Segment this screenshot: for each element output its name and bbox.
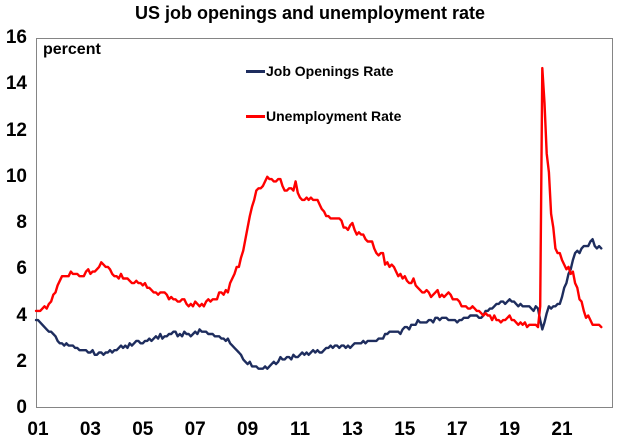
unemployment-line-swatch xyxy=(246,114,265,118)
y-tick-label: 10 xyxy=(5,165,27,187)
x-tick-label: 01 xyxy=(27,419,49,440)
legend-label-unemployment: Unemployment Rate xyxy=(266,108,402,124)
x-tick-label: 17 xyxy=(446,419,468,440)
x-tick-label: 05 xyxy=(132,419,154,440)
x-tick-label: 13 xyxy=(341,419,363,440)
y-tick-label: 8 xyxy=(16,212,27,233)
x-tick-label: 07 xyxy=(184,419,206,440)
x-tick-label: 19 xyxy=(499,419,521,440)
x-tick-label: 21 xyxy=(551,419,573,440)
y-tick-label: 14 xyxy=(5,73,27,95)
x-tick-label: 15 xyxy=(394,419,416,440)
chart-title: US job openings and unemployment rate xyxy=(134,3,486,23)
y-tick-label: 16 xyxy=(5,27,27,48)
y-tick-label: 6 xyxy=(16,258,27,280)
x-tick-label: 09 xyxy=(237,419,259,440)
y-tick-label: 12 xyxy=(5,119,27,141)
y-tick-label: 0 xyxy=(16,397,27,418)
y-tick-label: 4 xyxy=(16,304,27,326)
job-openings-line-swatch xyxy=(246,69,265,73)
x-tick-label: 03 xyxy=(79,419,101,440)
legend-item-job-openings: Job Openings Rate xyxy=(246,63,394,79)
legend-item-unemployment: Unemployment Rate xyxy=(246,108,401,124)
unemployment-line xyxy=(34,66,603,329)
axis-unit-label: percent xyxy=(43,41,101,58)
y-tick-label: 2 xyxy=(16,350,27,372)
legend-label-job-openings: Job Openings Rate xyxy=(266,63,394,79)
job-openings-line xyxy=(34,237,603,370)
x-tick-label: 11 xyxy=(289,419,311,440)
